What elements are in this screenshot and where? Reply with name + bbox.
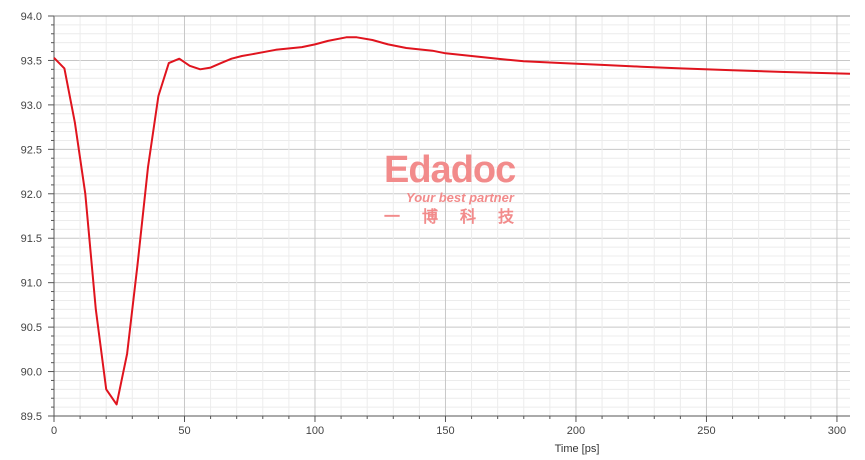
y-tick-label: 89.5 bbox=[21, 411, 42, 423]
x-tick-label: 100 bbox=[306, 425, 324, 437]
y-tick-label: 94.0 bbox=[21, 11, 42, 23]
x-tick-label: 50 bbox=[178, 425, 190, 437]
y-tick-label: 92.5 bbox=[21, 144, 42, 156]
x-tick-label: 250 bbox=[697, 425, 715, 437]
series-line bbox=[53, 36, 851, 406]
x-tick-label: 150 bbox=[436, 425, 454, 437]
y-tick-label: 93.0 bbox=[21, 100, 42, 112]
watermark-brand: Edadoc bbox=[384, 149, 516, 191]
watermark-tagline: Your best partner bbox=[406, 190, 514, 205]
edadoc-watermark-logo: Edadoc Your best partner 一博科技 bbox=[384, 150, 536, 228]
y-tick-label: 91.0 bbox=[21, 278, 42, 290]
watermark-chinese: 一博科技 bbox=[384, 209, 537, 226]
x-tick-label: 0 bbox=[51, 425, 57, 437]
y-tick-label: 90.0 bbox=[21, 367, 42, 379]
x-tick-label: 300 bbox=[828, 425, 846, 437]
x-axis-label: Time [ps] bbox=[555, 443, 600, 455]
grid bbox=[53, 15, 850, 417]
y-tick-label: 92.0 bbox=[21, 189, 42, 201]
axes: 89.5 90.0 90.5 91.0 91.5 92.0 92.5 93.0 93.5 94.0… bbox=[21, 11, 850, 437]
y-tick-label: 90.5 bbox=[21, 322, 42, 334]
y-tick-label: 93.5 bbox=[21, 55, 42, 67]
x-tick-label: 200 bbox=[567, 425, 585, 437]
y-tick-label: 91.5 bbox=[21, 233, 42, 245]
series bbox=[53, 36, 851, 406]
